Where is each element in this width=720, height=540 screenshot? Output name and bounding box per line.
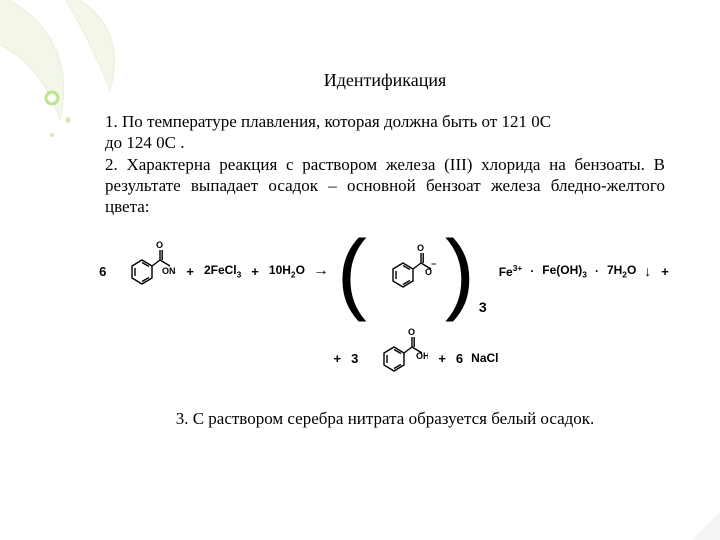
bracket-close: ) (445, 237, 475, 309)
bracket-sub-3: 3 (479, 299, 487, 315)
coef-6: 6 (99, 264, 106, 279)
water10-term: 10H2O (269, 263, 305, 279)
precipitate-arrow-icon: ↓ (644, 263, 651, 279)
para1-line1: 1. По температуре плавления, которая дол… (105, 112, 551, 131)
paragraph-2: 2. Характерна реакция с раствором железа… (105, 154, 665, 218)
plus-1: + (186, 264, 194, 279)
plus-2: + (251, 264, 259, 279)
svg-text:OH: OH (416, 351, 428, 361)
bracket-open: ( (337, 237, 367, 309)
fecl3-term: 2FeCl3 (204, 263, 241, 279)
dot-1: · (530, 264, 534, 278)
paragraph-3: 3. С раствором серебра нитрата образуетс… (105, 409, 665, 429)
fe3-term: Fe3+ (499, 263, 523, 279)
slide-title: Идентификация (105, 70, 665, 91)
svg-text:O: O (408, 327, 415, 337)
feoh3-term: Fe(OH)3 (542, 263, 587, 279)
coef-nacl: 6 (456, 351, 463, 366)
svg-text:O: O (417, 243, 424, 253)
svg-text:ONa: ONa (162, 266, 176, 276)
page-corner-fold-icon (692, 512, 720, 540)
plus-3: + (334, 351, 342, 366)
benzoic-acid-structure: O OH (366, 325, 428, 391)
reaction-line-2: + 3 O OH + 6 NaCl (105, 325, 665, 391)
paragraph-1: 1. По температуре плавления, которая дол… (105, 111, 665, 154)
para1-line2: до 124 0С . (105, 133, 185, 152)
benzoate-anion-structure: O O − (375, 231, 437, 311)
nacl-term: NaCl (471, 351, 498, 365)
slide-content: Идентификация 1. По температуре плавлени… (105, 70, 665, 429)
sodium-benzoate-structure: O ONa (114, 238, 176, 304)
svg-text:−: − (431, 259, 436, 269)
reaction-line-1: 6 O ONa + 2FeCl3 + 10H2O → ( (105, 231, 665, 311)
reaction-arrow: → (313, 262, 329, 280)
svg-text:O: O (156, 240, 163, 250)
coef-3: 3 (351, 351, 358, 366)
water7-term: 7H2O (607, 263, 636, 279)
plus-trail: + (661, 264, 669, 279)
dot-2: · (595, 264, 599, 278)
plus-4: + (438, 351, 446, 366)
